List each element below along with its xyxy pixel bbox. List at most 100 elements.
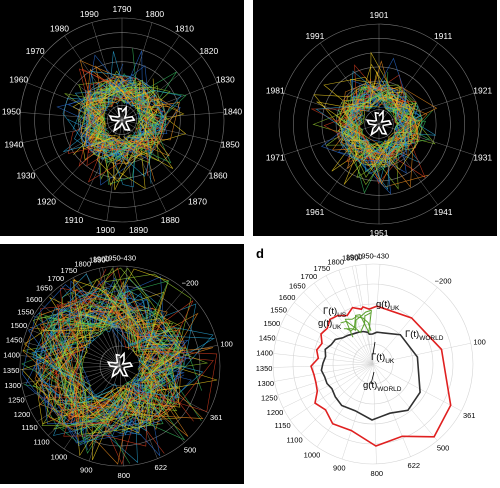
annotation-base-1: g(t) — [376, 299, 390, 310]
trace-c-39 — [42, 268, 169, 428]
trace-c-41 — [45, 287, 160, 447]
trace-c-38 — [41, 267, 170, 426]
grid-spoke-d-9 — [316, 363, 374, 448]
panel-c-chart: 1950 −430 −200 100 361 500 622 800 900 1000 1100 11… — [0, 244, 244, 484]
tick-label-d-11: 1150 — [275, 421, 291, 430]
tick-label-d-13: 1250 — [261, 394, 278, 403]
tick-label-b-5: 1951 — [370, 228, 389, 236]
tick-label-c-23: 1750 — [60, 266, 77, 275]
trace-c-69 — [57, 294, 194, 424]
panel-label-a: a — [2, 0, 10, 15]
trace-c-62 — [41, 299, 186, 424]
annotation-base-3: Γ(t) — [405, 329, 419, 340]
tick-label-d-15: 1350 — [256, 364, 273, 373]
tick-label-c-19: 1550 — [17, 308, 34, 317]
tick-label-a-0: 1790 — [113, 4, 132, 14]
grid-spoke-c-25 — [98, 268, 121, 367]
tick-label-a-14: 1930 — [16, 171, 35, 181]
trace-c-58 — [66, 282, 186, 443]
annotation-d-1: g(t)UK — [376, 299, 400, 312]
tick-label-d-21: 1650 — [289, 282, 306, 291]
tick-label-d-14: 1300 — [257, 379, 274, 388]
chart-background-d — [253, 244, 497, 484]
annotation-base-5: g(t) — [363, 380, 377, 391]
tick-label-c-15: 1350 — [3, 366, 20, 375]
tick-label-d-6: 622 — [408, 461, 421, 470]
tick-label-b-3: 1931 — [473, 153, 492, 163]
grid-spoke-c-23 — [72, 277, 121, 367]
tick-label-c-9: 1000 — [51, 452, 68, 461]
tick-label-a-6: 1850 — [221, 140, 240, 150]
tick-label-a-13: 1920 — [37, 196, 56, 206]
tick-label-a-11: 1900 — [96, 225, 115, 235]
polar-chart-b: 1901 1911 1921 1931 1941 1951 1961 1971 1981 1991 — [253, 0, 497, 236]
panel-b-chart: 1901 1911 1921 1931 1941 1951 1961 1971 1981 1991 — [253, 0, 497, 236]
trace-c-14 — [68, 277, 181, 437]
trace-c-7 — [33, 306, 192, 431]
trace-a-35 — [83, 50, 143, 159]
grid-spoke-d-16 — [273, 353, 374, 365]
tick-label-b-0: 1901 — [370, 10, 389, 20]
tick-label-c-7: 800 — [118, 471, 131, 480]
grid-ring-d-1 — [352, 343, 394, 385]
annotation-arrow-0 — [372, 341, 376, 355]
tick-label-c-17: 1450 — [6, 336, 23, 345]
trace-b-center — [365, 109, 393, 137]
tick-label-a-12: 1910 — [64, 215, 83, 225]
grid-spoke-a-14 — [33, 119, 123, 172]
grid-spoke-a-13 — [52, 119, 123, 195]
grid-spoke-c-2 — [119, 289, 185, 367]
grid-spoke-b-6 — [319, 123, 380, 206]
grid-spoke-d-23 — [325, 275, 374, 365]
trace-a-20 — [85, 77, 153, 183]
tick-label-d-5: 500 — [437, 444, 450, 453]
tick-label-c-13: 1250 — [8, 396, 25, 405]
tick-label-b-6: 1961 — [305, 207, 324, 217]
tick-label-d-20: 1600 — [279, 293, 296, 302]
tick-label-a-7: 1860 — [209, 171, 228, 181]
grid-spoke-a-8 — [121, 119, 192, 195]
trace-c-65 — [45, 280, 202, 440]
grid-spoke-d-12 — [282, 363, 374, 409]
grid-ring-d-5 — [272, 263, 474, 465]
annotation-sub-5: WORLD — [377, 386, 402, 393]
trace-c-center — [106, 351, 134, 379]
tick-label-b-1: 1911 — [434, 31, 453, 41]
trace-a-8 — [62, 78, 165, 154]
tick-label-a-4: 1830 — [216, 74, 235, 84]
trace-b-51 — [347, 71, 423, 150]
trace-c-61 — [22, 298, 171, 425]
trace-a-31 — [89, 82, 158, 148]
tick-label-d-16: 1400 — [256, 349, 273, 358]
tick-label-d-8: 900 — [333, 464, 346, 473]
grid-spoke-d-22 — [313, 282, 374, 365]
grid-spoke-d-4 — [372, 363, 462, 412]
tick-label-d-1: −430 — [372, 251, 389, 260]
trace-b-49 — [339, 82, 411, 154]
annotation-d-0: Γ(t)US — [323, 306, 347, 319]
trace-a-43 — [87, 71, 156, 160]
tick-label-d-18: 1500 — [264, 319, 281, 328]
trace-c-42 — [35, 280, 186, 457]
panel-d-chart: 1950 −430 −200 100 361 500 622 800 900 1000 1100 11… — [253, 244, 497, 484]
trace-a-49 — [83, 80, 151, 157]
grid-spoke-d-7 — [372, 363, 377, 464]
tick-label-b-4: 1941 — [434, 207, 453, 217]
grid-spoke-b-7 — [283, 123, 380, 156]
tick-label-a-1: 1800 — [145, 9, 164, 19]
grid-spoke-d-26 — [355, 265, 374, 365]
tick-label-c-26: 1900 — [93, 255, 110, 264]
trace-b-41 — [323, 74, 426, 179]
trace-c-68 — [35, 310, 178, 419]
annotation-base-4: Γ(t) — [371, 352, 385, 363]
trace-a-54 — [81, 65, 170, 157]
tick-label-d-12: 1200 — [267, 408, 284, 417]
grid-spoke-d-5 — [372, 363, 438, 441]
tick-label-a-20: 1990 — [80, 9, 99, 19]
panel-label-b: b — [256, 0, 264, 15]
trace-b-50 — [315, 92, 407, 161]
tick-label-b-9: 1991 — [305, 31, 324, 41]
trace-a-29 — [84, 76, 165, 188]
